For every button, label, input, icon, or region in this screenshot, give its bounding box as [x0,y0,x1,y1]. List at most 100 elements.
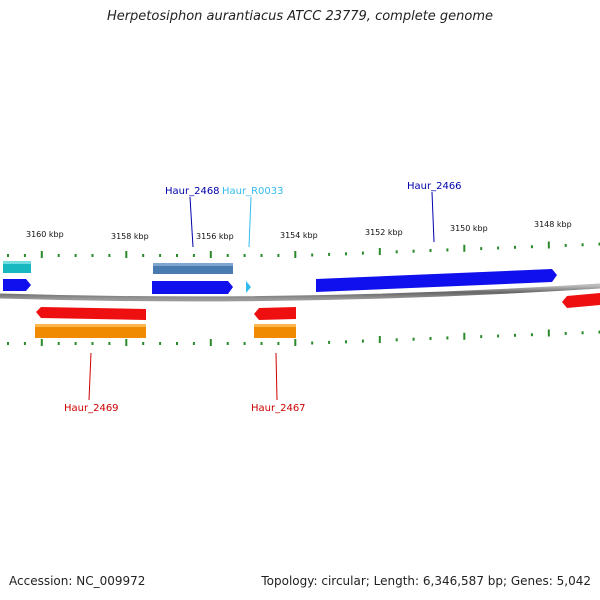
scale-ticks-top [7,241,600,258]
scale-tick [564,243,567,247]
scale-tick [429,249,432,252]
scale-tick [598,330,600,334]
scale-tick [209,339,212,346]
scale-tick [277,342,280,345]
scale-tick [57,254,60,257]
map-title: Herpetosiphon aurantiacus ATCC 23779, co… [106,9,494,24]
scale-tick [345,340,347,344]
scale-tick [192,254,195,257]
scale-label: 3156 kbp [196,232,234,241]
cds-feature-forward-highlight [153,263,233,266]
label-leader [275,352,278,401]
gene-arrow-haur-2468[interactable] [152,281,233,294]
cds-feature-reverse[interactable] [35,324,146,338]
cds-feature-reverse-highlight [35,324,146,327]
scale-tick [125,251,128,258]
scale-tick [226,254,229,257]
scale-tick [142,342,145,345]
scale-tick [514,245,516,249]
scale-label: 3152 kbp [365,228,403,237]
scale-tick [7,254,9,257]
scale-tick [7,342,9,345]
scale-tick [345,252,347,256]
scale-tick [446,336,449,340]
scale-tick [328,252,331,256]
scale-tick [446,248,449,252]
scale-tick [108,254,111,257]
scale-tick [378,248,381,255]
gene-arrow-forward[interactable] [3,279,31,291]
scale-tick [125,339,128,346]
scale-tick [497,334,500,338]
scale-tick [429,337,432,340]
gene-arrow-haur-2469[interactable] [36,307,146,320]
gene-arrow-haur-r0033[interactable] [246,281,251,293]
gene-label-haur-2469[interactable]: Haur_2469 [64,403,119,414]
scale-tick [328,340,331,344]
gene-label-haur-r0033[interactable]: Haur_R0033 [222,186,284,197]
scale-tick [547,329,550,337]
label-leader [431,191,435,243]
scale-tick [311,253,314,257]
gene-arrow-haur-2466[interactable] [316,269,557,292]
scale-tick [514,333,516,337]
scale-tick [395,338,398,342]
scale-tick [176,254,178,257]
scale-tick [581,243,584,247]
scale-tick [159,254,162,257]
gene-arrow-haur-2467[interactable] [254,307,296,320]
cds-feature-reverse[interactable] [254,324,296,338]
scale-tick [598,242,600,246]
label-leader [88,352,92,401]
scale-tick [209,251,212,258]
gene-label-haur-2467[interactable]: Haur_2467 [251,403,306,414]
scale-label: 3154 kbp [280,231,318,240]
scale-tick [142,254,145,257]
gene-arrow-reverse-right[interactable] [562,293,600,308]
scale-tick [294,251,297,258]
scale-tick [480,247,483,251]
genome-summary-text: Topology: circular; Length: 6,346,587 bp… [261,574,591,588]
cds-feature-forward[interactable] [153,263,233,274]
scale-tick [581,331,584,335]
scale-tick [91,342,94,345]
scale-tick [412,249,415,253]
scale-tick [260,342,263,345]
scale-tick [564,331,567,335]
scale-tick [57,342,60,345]
scale-tick [226,342,229,345]
label-leader [189,196,194,248]
accession-text: Accession: NC_009972 [9,574,146,588]
scale-tick [480,335,483,339]
scale-label: 3150 kbp [450,224,488,233]
gene-label-haur-2466[interactable]: Haur_2466 [407,181,462,192]
scale-tick [530,245,533,249]
scale-tick [530,333,533,337]
scale-label: 3148 kbp [534,220,572,229]
scale-tick [463,332,466,340]
scale-tick [361,251,364,255]
scale-tick [108,342,111,345]
scale-tick [463,244,466,252]
scale-tick [378,336,381,343]
scale-tick [243,342,246,345]
label-leader [248,196,252,248]
scale-label: 3158 kbp [111,232,149,241]
scale-tick [243,254,246,257]
scale-tick [23,254,26,257]
cds-feature-partial-highlight [3,261,31,264]
genome-backbone [0,283,600,302]
scale-tick [260,254,263,257]
scale-tick [159,342,162,345]
scale-tick [294,339,297,346]
scale-tick [40,251,43,258]
gene-label-haur-2468[interactable]: Haur_2468 [165,186,220,197]
scale-tick [547,241,550,249]
scale-tick [74,342,77,345]
scale-tick [277,254,280,257]
scale-tick [40,339,43,346]
scale-tick [497,246,500,250]
scale-tick [192,342,195,345]
scale-tick [395,250,398,254]
